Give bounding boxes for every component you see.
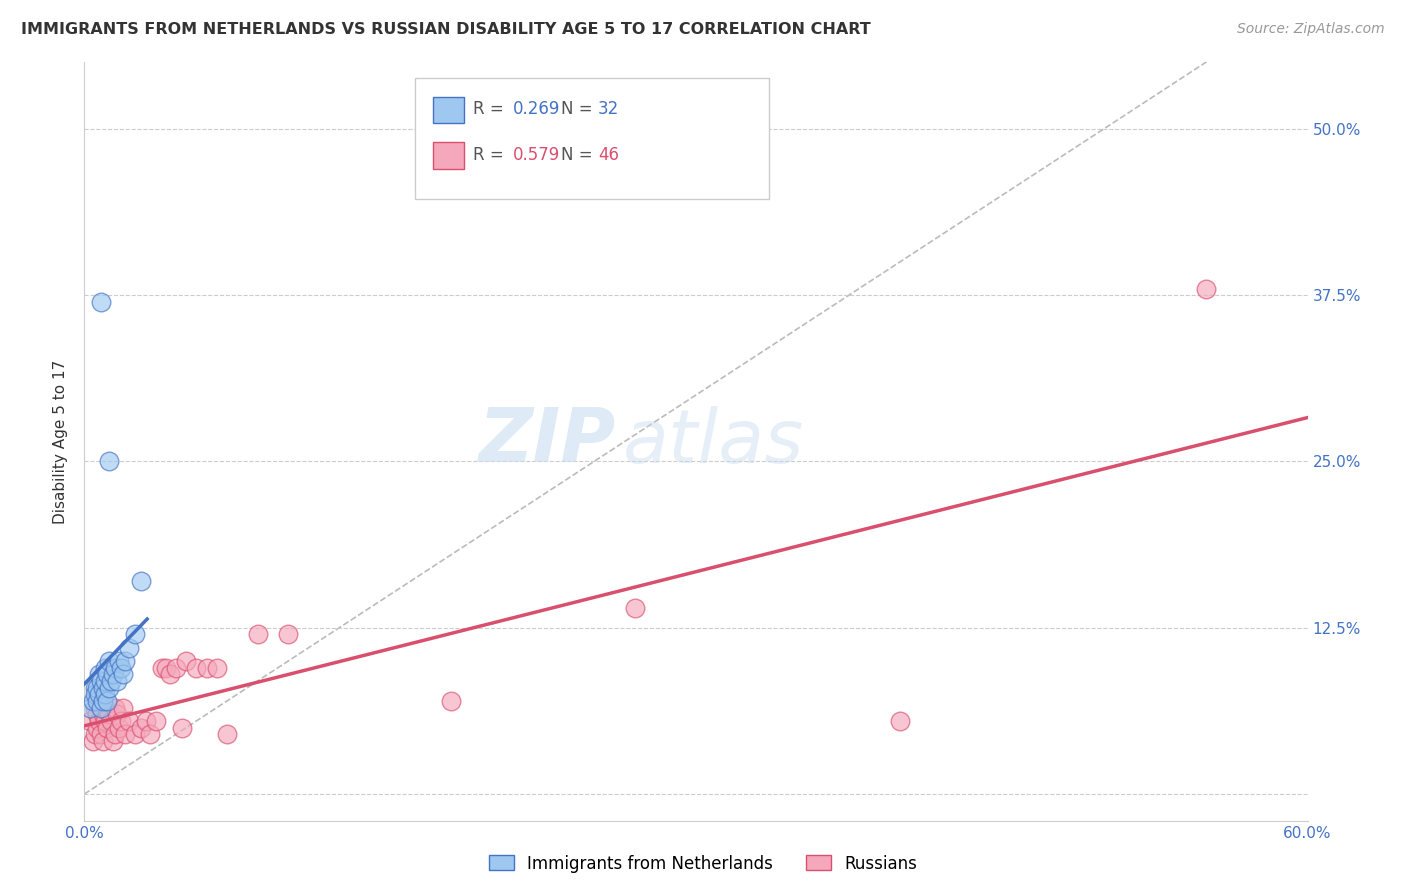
Point [889,714,911,728]
Point [104,700,127,714]
Point [174,654,197,668]
Point [86,681,108,695]
Point [624,600,647,615]
Point [93,661,115,675]
Point [83,700,105,714]
Point [93,700,115,714]
Point [217,727,239,741]
Point [87,714,110,728]
Point [91,707,114,722]
Text: 32: 32 [598,101,620,119]
Text: 0.579: 0.579 [513,146,560,164]
Point [135,714,157,728]
Point [104,727,127,741]
Point [101,667,124,681]
Point [277,627,299,641]
Point [86,694,108,708]
Point [205,661,228,675]
Point [159,667,181,681]
Text: N =: N = [561,146,599,164]
Point [114,727,136,741]
Point [79,714,101,728]
Point [97,707,120,722]
Point [131,574,153,589]
FancyBboxPatch shape [433,142,464,169]
Point [101,734,124,748]
Point [155,661,177,675]
Point [1195,282,1218,296]
Point [87,667,110,681]
Point [105,673,128,688]
Text: ZIP: ZIP [479,405,616,478]
Text: 46: 46 [598,146,619,164]
Point [91,734,114,748]
Point [97,681,120,695]
Point [87,687,110,701]
Point [96,667,118,681]
Text: 0.269: 0.269 [513,101,560,119]
Point [100,714,122,728]
Point [83,681,105,695]
Point [96,694,118,708]
Legend: Immigrants from Netherlands, Russians: Immigrants from Netherlands, Russians [482,848,924,880]
Text: R =: R = [474,101,509,119]
Point [108,654,131,668]
Text: IMMIGRANTS FROM NETHERLANDS VS RUSSIAN DISABILITY AGE 5 TO 17 CORRELATION CHART: IMMIGRANTS FROM NETHERLANDS VS RUSSIAN D… [21,22,870,37]
Point [131,721,153,735]
Point [83,727,105,741]
Point [104,661,127,675]
Point [440,694,463,708]
Point [150,661,173,675]
Point [82,694,104,708]
Point [90,294,112,309]
Point [96,721,118,735]
FancyBboxPatch shape [415,78,769,199]
Point [145,714,167,728]
Y-axis label: Disability Age 5 to 17: Disability Age 5 to 17 [53,359,69,524]
Point [110,661,132,675]
Point [97,654,120,668]
Point [90,727,112,741]
Point [93,673,115,688]
Text: R =: R = [474,146,509,164]
Point [112,667,135,681]
Point [246,627,269,641]
Point [186,661,208,675]
Point [112,700,135,714]
Text: N =: N = [561,101,599,119]
Point [79,700,101,714]
Point [105,707,128,722]
Point [108,721,131,735]
Point [82,734,104,748]
Point [114,654,136,668]
Point [110,714,132,728]
Point [100,673,122,688]
Text: atlas: atlas [623,406,804,477]
FancyBboxPatch shape [433,96,464,123]
Point [90,673,112,688]
Point [91,681,114,695]
Point [83,687,105,701]
Point [93,714,115,728]
Point [138,727,160,741]
Point [172,721,194,735]
Text: Source: ZipAtlas.com: Source: ZipAtlas.com [1237,22,1385,37]
Point [86,707,108,722]
Point [90,700,112,714]
Point [118,640,141,655]
Point [97,454,120,468]
Point [195,661,218,675]
Point [91,694,114,708]
Point [93,687,115,701]
Point [165,661,187,675]
Point [118,714,141,728]
Point [124,627,146,641]
Point [86,721,108,735]
Point [124,727,146,741]
Point [90,700,112,714]
